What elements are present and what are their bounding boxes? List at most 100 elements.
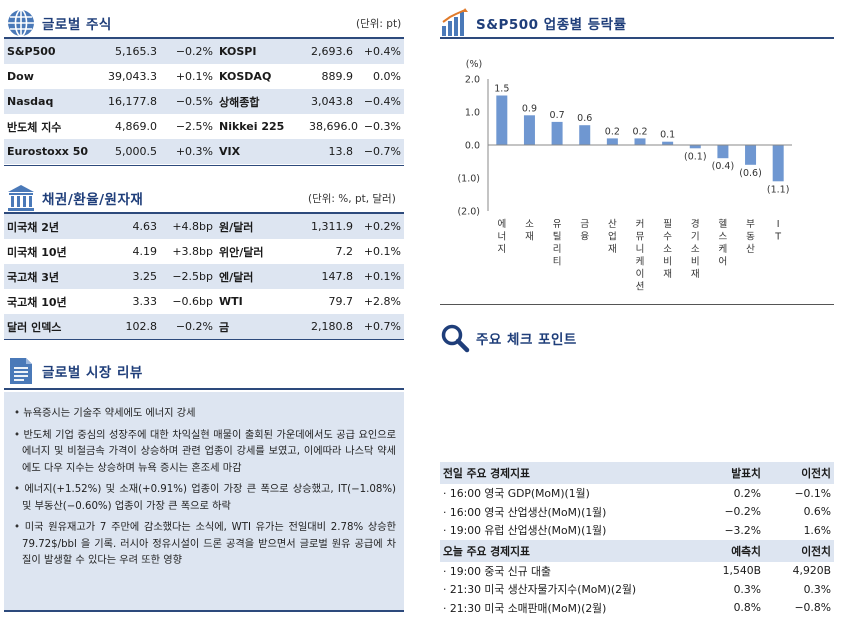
data-label: 0.2 [632,126,647,137]
instrument-change: −0.2% [160,314,216,339]
review-bullet-text: 미국 원유재고가 7 주만에 감소했다는 소식에, WTI 유가는 전일대비 2… [22,522,397,566]
bar [634,138,646,145]
instrument-change: −0.2% [160,39,216,64]
instrument-name: 미국채 2년 [4,214,98,239]
bar [579,125,591,145]
instrument-name: WTI [219,295,243,308]
checkpoints-header: 주요 체크 포인트 [440,323,577,353]
econ-column-header: 이전치 [764,539,834,562]
econ-table: 전일 주요 경제지표 발표치 이전치 · 16:00 영국 GDP(MoM)(1월) 0… [440,462,834,617]
instrument-value: 102.8 [98,314,160,339]
bar [662,141,674,145]
econ-value: 4,920B [792,564,831,578]
y-tick-label: (2.0) [457,207,480,218]
econ-value: −0.2% [724,505,761,519]
market-row: 미국채 2년 4.63 +4.8bp 원/달러 1,311.9 +0.2% [4,214,404,239]
instrument-change: +0.1% [363,245,401,258]
instrument-value: 4,869.0 [115,120,157,133]
data-label: 0.7 [550,110,565,121]
y-unit-label: (%) [466,59,482,70]
review-bullet-text: 뉴욕증시는 기술주 약세에도 에너지 강세 [23,408,196,419]
instrument-change: +0.3% [160,139,216,164]
instrument-value: 7.2 [335,245,354,258]
instrument-name: 위안/달러 [219,245,264,259]
data-label: (0.4) [712,161,735,172]
instrument-name: 원/달러 [216,214,306,239]
econ-section-title: 전일 주요 경제지표 [440,462,688,484]
bar [606,138,618,145]
instrument-change: +0.1% [175,70,213,83]
econ-row: · 16:00 영국 산업생산(MoM)(1월) −0.2% 0.6% [440,503,834,522]
review-bullet-text: 에너지(+1.52%) 및 소재(+0.91%) 업종이 가장 큰 폭으로 상승… [22,484,397,512]
divider [4,165,404,166]
bar [689,145,701,149]
econ-row: · 19:00 중국 신규 대출 1,540B 4,920B [440,562,834,581]
data-label: 0.2 [605,126,620,137]
bonds-fx-title: 채권/환율/원자재 [42,192,144,208]
instrument-change: −0.4% [356,89,404,114]
data-label: 1.5 [494,84,509,95]
instrument-change: 0.0% [373,70,401,83]
instrument-change: −0.6bp [172,295,213,308]
data-label: (0.6) [739,168,762,179]
market-row: 반도체 지수 4,869.0 −2.5% Nikkei 225 38,696.0 −0.3… [4,114,404,139]
instrument-name: Eurostoxx 50 [4,139,98,164]
data-label: 0.9 [522,103,537,114]
instrument-value: 147.8 [306,264,356,289]
bar [717,145,729,159]
sector-title: S&P500 업종별 등락률 [476,17,627,33]
global-stocks-table: S&P500 5,165.3 −0.2% KOSPI 2,693.6 +0.4% Dow 39… [4,39,404,164]
instrument-value: 2,693.6 [306,39,356,64]
bar [551,121,563,145]
magnifier-icon [440,323,470,353]
review-title: 글로벌 시장 리뷰 [42,365,143,381]
global-stocks-unit: (단위: pt) [356,18,402,30]
econ-value: 0.3% [733,582,761,596]
econ-value: −0.1% [794,486,831,500]
instrument-value: 889.9 [321,70,354,83]
econ-indicator: · 19:00 유럽 산업생산(MoM)(1월) [443,524,607,538]
market-row: Dow 39,043.3 +0.1% KOSDAQ 889.9 0.0% [4,64,404,89]
bank-building-icon [6,183,36,213]
instrument-name: Dow [7,70,34,83]
instrument-value: 3.33 [132,295,158,308]
data-label: (0.1) [684,151,707,162]
market-row: 달러 인덱스 102.8 −0.2% 금 2,180.8 +0.7% [4,314,404,339]
bar-chart-icon [440,8,470,38]
divider [4,212,404,214]
market-row: 국고채 10년 3.33 −0.6bp WTI 79.7 +2.8% [4,289,404,314]
review-bullet-text: 반도체 기업 중심의 성장주에 대한 차익실현 매물이 출회된 가운데에서도 공… [22,429,397,474]
instrument-change: −0.7% [356,139,404,164]
y-tick-label: 2.0 [465,75,480,86]
y-tick-label: (1.0) [457,174,480,185]
review-bullet: • 뉴욕증시는 기술주 약세에도 에너지 강세 [14,408,196,419]
econ-value: −3.2% [724,523,761,537]
instrument-value: 38,696.0 [309,120,358,133]
econ-indicator: · 21:30 미국 소매판매(MoM)(2월) [443,601,607,615]
instrument-value: 5,000.5 [98,139,160,164]
global-stocks-title: 글로벌 주식 [42,17,112,33]
econ-header-row: 전일 주요 경제지표 발표치 이전치 [440,462,834,484]
econ-indicator: · 19:00 중국 신규 대출 [443,564,551,578]
instrument-change: +2.8% [363,295,401,308]
econ-row: · 21:30 미국 생산자물가지수(MoM)(2월) 0.3% 0.3% [440,580,834,599]
instrument-change: +3.8bp [172,245,213,258]
sector-bar-chart: (%) 2.0 1.0 0.0 (1.0) (2.0) 1.5 에 너 지 0.9 소 재 0.7 유 틸 리 티… [457,59,792,293]
divider [4,388,404,390]
instrument-change: +0.4% [356,39,404,64]
data-label: (1.1) [767,184,790,195]
market-review-box: • 뉴욕증시는 기술주 약세에도 에너지 강세 • 반도체 기업 중심의 성장주… [4,392,404,612]
econ-value: 1.6% [803,523,831,537]
instrument-value: 5,165.3 [98,39,160,64]
econ-value: 1,540B [722,564,761,578]
instrument-change: +0.1% [356,264,404,289]
instrument-name: 국고채 10년 [7,295,67,309]
instrument-change: +0.2% [356,214,404,239]
econ-value: −0.8% [794,601,831,615]
instrument-name: 달러 인덱스 [4,314,98,339]
market-row: Eurostoxx 50 5,000.5 +0.3% VIX 13.8 −0.7% [4,139,404,164]
y-tick-label: 0.0 [465,141,480,152]
